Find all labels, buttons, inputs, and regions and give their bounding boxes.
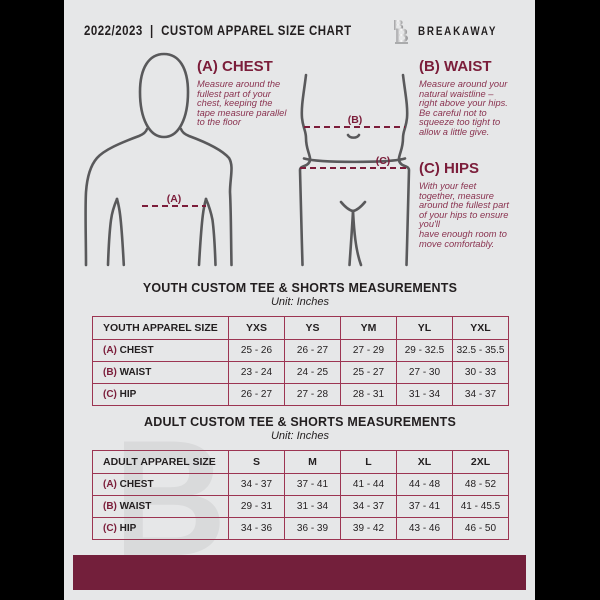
svg-text:B: B — [395, 26, 409, 44]
